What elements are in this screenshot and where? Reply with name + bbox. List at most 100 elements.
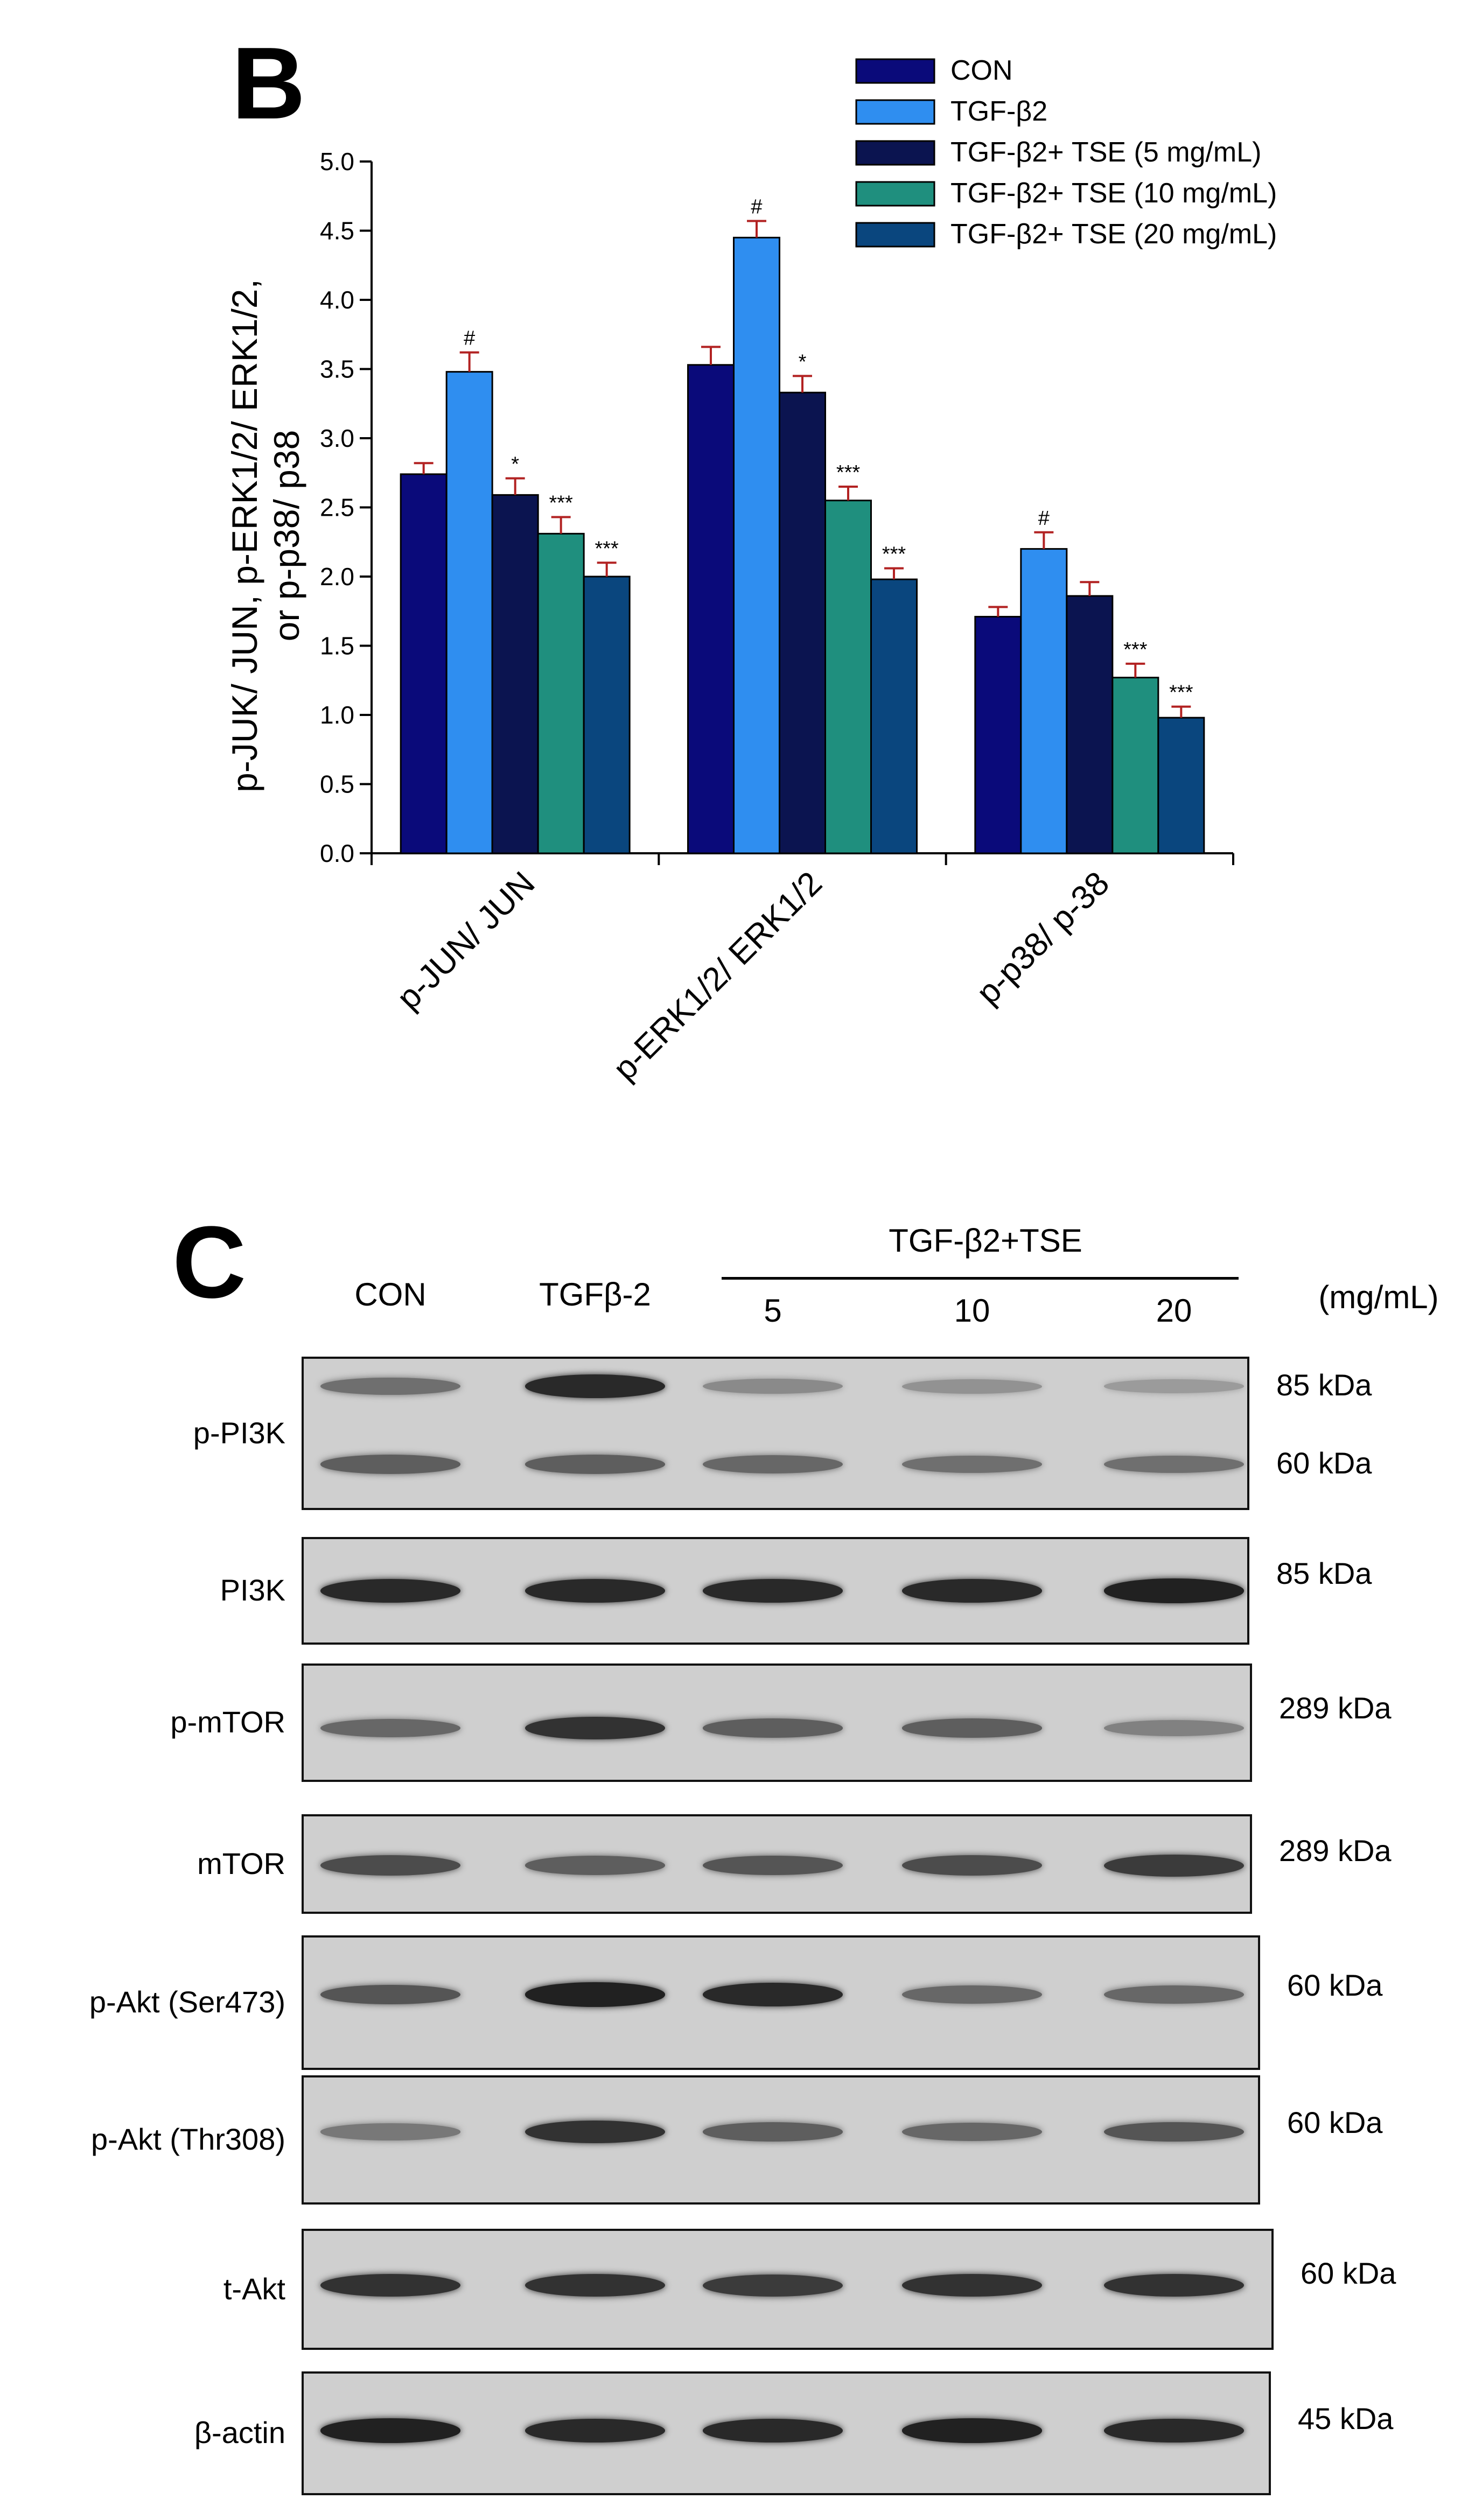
- y-tick-label: 1.0: [320, 701, 354, 729]
- protein-band: [1104, 1578, 1244, 1603]
- protein-band: [1104, 1985, 1244, 2004]
- legend-swatch: [855, 222, 935, 248]
- protein-band: [320, 1984, 460, 2005]
- bar: [779, 391, 826, 854]
- y-tick-label: 4.0: [320, 286, 354, 314]
- blot-label: t-Akt: [223, 2271, 285, 2306]
- blot-label: mTOR: [197, 1846, 285, 1880]
- molecular-weight-label: 289 kDa: [1279, 1834, 1392, 1868]
- legend-swatch: [855, 140, 935, 166]
- legend-label: TGF-β2+ TSE (5 mg/mL): [950, 137, 1261, 168]
- bar: [974, 616, 1022, 854]
- significance-label: #: [751, 196, 762, 219]
- treatment-group-label: TGF-β2+TSE: [889, 1223, 1082, 1259]
- y-tick-label: 0.0: [320, 839, 354, 867]
- protein-band: [902, 2418, 1042, 2443]
- lane-label: 5: [764, 1293, 782, 1329]
- protein-band: [703, 2122, 843, 2142]
- blot-label: p-mTOR: [170, 1705, 285, 1739]
- protein-band: [320, 1855, 460, 1876]
- protein-band: [525, 1856, 665, 1875]
- significance-label: *: [799, 350, 807, 373]
- bar-chart: 0.00.51.01.52.02.53.03.54.04.55.0#******…: [320, 55, 1277, 1087]
- y-tick-label: 3.5: [320, 355, 354, 383]
- protein-band: [1104, 2419, 1244, 2442]
- blot-label: β-actin: [194, 2416, 285, 2449]
- protein-band: [320, 2123, 460, 2140]
- protein-band: [703, 1455, 843, 1473]
- lane-label: CON: [354, 1276, 427, 1312]
- y-tick-label: 0.5: [320, 770, 354, 798]
- lane-label: 10: [954, 1293, 990, 1329]
- protein-band: [1104, 1720, 1244, 1736]
- protein-band: [902, 1455, 1042, 1473]
- protein-band: [902, 1985, 1042, 2004]
- protein-band: [703, 1855, 843, 1876]
- protein-band: [1104, 2122, 1244, 2142]
- legend-label: TGF-β2: [950, 96, 1047, 127]
- significance-label: ***: [1123, 638, 1148, 661]
- protein-band: [1104, 1379, 1244, 1393]
- y-tick-label: 2.0: [320, 563, 354, 591]
- molecular-weight-label: 45 kDa: [1298, 2402, 1394, 2435]
- protein-band: [525, 1579, 665, 1603]
- significance-label: ***: [549, 492, 573, 514]
- blot-label: p-PI3K: [193, 1415, 285, 1450]
- bar: [537, 532, 585, 854]
- protein-band: [703, 1378, 843, 1394]
- y-tick-label: 3.0: [320, 424, 354, 452]
- protein-band: [525, 1455, 665, 1474]
- molecular-weight-label: 85 kDa: [1276, 1556, 1372, 1590]
- bar: [583, 575, 631, 854]
- y-tick-label: 1.5: [320, 632, 354, 660]
- molecular-weight-label: 60 kDa: [1301, 2256, 1396, 2290]
- molecular-weight-label: 60 kDa: [1287, 2105, 1383, 2139]
- protein-band: [525, 1716, 665, 1740]
- protein-band: [902, 1379, 1042, 1394]
- lane-label: 20: [1156, 1293, 1192, 1329]
- protein-band: [902, 1579, 1042, 1603]
- bar: [733, 236, 780, 854]
- y-tick-label: 5.0: [320, 148, 354, 176]
- significance-label: *: [511, 453, 519, 476]
- blot-label: p-Akt (Ser473): [89, 1985, 285, 2019]
- protein-band: [320, 1377, 460, 1395]
- legend-swatch: [855, 181, 935, 207]
- protein-band: [525, 2419, 665, 2442]
- bar: [445, 371, 493, 854]
- legend-swatch: [855, 99, 935, 125]
- protein-band: [320, 2418, 460, 2443]
- protein-band: [703, 2419, 843, 2442]
- protein-band: [320, 1719, 460, 1737]
- blot-label: p-Akt (Thr308): [91, 2122, 285, 2156]
- panel-b-letter: B: [232, 26, 306, 141]
- legend-label: TGF-β2+ TSE (10 mg/mL): [950, 178, 1277, 209]
- molecular-weight-label: 289 kDa: [1279, 1691, 1392, 1725]
- y-tick-label: 4.5: [320, 217, 354, 245]
- molecular-weight-label: 60 kDa: [1287, 1968, 1383, 2002]
- lane-label: TGFβ-2: [539, 1276, 651, 1312]
- significance-label: #: [464, 327, 475, 350]
- protein-band: [902, 2273, 1042, 2297]
- molecular-weight-label: 85 kDa: [1276, 1368, 1372, 1402]
- protein-band: [902, 1855, 1042, 1876]
- legend-label: TGF-β2+ TSE (20 mg/mL): [950, 219, 1277, 250]
- significance-label: ***: [1169, 682, 1193, 704]
- protein-band: [703, 1983, 843, 2006]
- protein-band: [1104, 1455, 1244, 1473]
- legend-label: CON: [950, 55, 1013, 86]
- bar: [1020, 548, 1068, 854]
- protein-band: [902, 2123, 1042, 2141]
- y-tick-label: 2.5: [320, 494, 354, 522]
- protein-band: [1104, 2273, 1244, 2297]
- significance-label: ***: [882, 543, 906, 566]
- protein-band: [320, 2273, 460, 2297]
- protein-band: [525, 1374, 665, 1398]
- protein-band: [1104, 1854, 1244, 1877]
- treatment-group-line: [722, 1277, 1239, 1280]
- protein-band: [525, 1982, 665, 2007]
- bar: [400, 473, 448, 854]
- significance-label: #: [1038, 507, 1050, 530]
- protein-band: [320, 1455, 460, 1474]
- significance-label: ***: [595, 537, 619, 560]
